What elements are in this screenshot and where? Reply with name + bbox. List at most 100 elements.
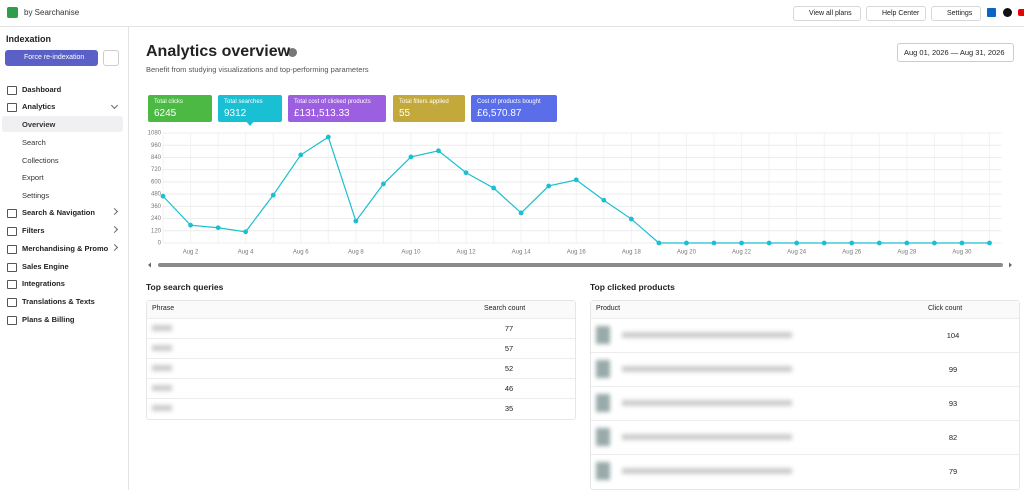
x-tick-label: Aug 14	[512, 250, 532, 256]
header-button[interactable]	[931, 6, 981, 21]
y-tick-label: 600	[151, 179, 162, 185]
count-cell: 77	[504, 324, 514, 333]
count-cell: 46	[504, 384, 514, 393]
nav-subitem[interactable]: Collections	[22, 155, 59, 165]
data-point	[160, 193, 166, 199]
count-cell: 104	[946, 331, 960, 340]
column-header: Search count	[484, 305, 526, 312]
metric-card[interactable]	[288, 95, 386, 122]
blurred-name	[622, 400, 792, 406]
metric-card[interactable]	[471, 95, 557, 122]
nav-chevron	[110, 225, 119, 234]
x-tick-label: Aug 30	[952, 250, 972, 256]
nav-subitem[interactable]: Search	[22, 137, 46, 147]
nav-item[interactable]: Integrations	[22, 279, 65, 288]
y-tick-label: 120	[151, 228, 162, 234]
metric-value: 9312	[224, 108, 247, 119]
nav-item[interactable]: Sales Engine	[22, 262, 69, 271]
data-point	[794, 240, 800, 246]
data-point	[546, 183, 552, 189]
data-point	[904, 240, 910, 246]
nav-icon	[7, 86, 17, 95]
nav-chevron	[110, 101, 119, 110]
column-header: Product	[596, 305, 621, 312]
row-divider	[591, 420, 1019, 421]
scrollbar-thumb	[158, 263, 1003, 267]
nav-item[interactable]: Filters	[22, 226, 45, 235]
data-point	[876, 240, 882, 246]
header-button-label: Settings	[947, 10, 973, 17]
data-point	[381, 181, 386, 187]
reindex-label: Force re-indexation	[24, 54, 85, 61]
date-range-button[interactable]	[897, 43, 1014, 62]
x-tick-label: Aug 22	[732, 250, 752, 256]
header-button-label: Help Center	[882, 10, 920, 17]
table-title: Top clicked products	[590, 282, 675, 292]
metric-card[interactable]	[148, 95, 212, 122]
table	[590, 300, 1020, 490]
nav-subitem[interactable]: Settings	[22, 191, 50, 201]
nav-item[interactable]: Analytics	[22, 102, 56, 111]
metric-value: 6245	[154, 108, 177, 119]
data-point	[684, 240, 689, 246]
x-tick-label: Aug 12	[457, 250, 477, 256]
nav-icon	[7, 263, 17, 272]
data-point	[518, 210, 524, 216]
youtube-icon[interactable]	[1018, 9, 1024, 16]
table	[146, 300, 576, 420]
data-point	[739, 240, 744, 246]
column-header: Phrase	[152, 305, 175, 312]
x-tick-label: Aug 24	[787, 250, 807, 256]
nav-subitem[interactable]: Overview	[22, 120, 56, 129]
nav-item[interactable]: Plans & Billing	[22, 315, 75, 324]
data-point	[243, 229, 249, 235]
table-header-bg	[591, 301, 1019, 318]
metric-label: Total filters applied	[399, 99, 449, 105]
brand: by Searchanise	[24, 8, 80, 17]
row-divider	[147, 318, 575, 319]
row-divider	[591, 454, 1019, 455]
metric-value: £131,513.33	[294, 108, 350, 119]
data-point	[987, 240, 992, 246]
data-point	[849, 240, 855, 246]
nav-item[interactable]: Translations & Texts	[22, 297, 95, 306]
blurred-name	[152, 345, 172, 351]
data-point	[573, 177, 579, 183]
count-cell: 35	[504, 404, 514, 413]
row-divider	[147, 378, 575, 379]
y-tick-label: 480	[151, 192, 162, 198]
row-divider	[591, 318, 1019, 319]
data-point	[959, 240, 965, 246]
header-button[interactable]	[793, 6, 861, 21]
metric-card[interactable]	[393, 95, 465, 122]
row-divider	[591, 386, 1019, 387]
data-point	[491, 185, 496, 191]
header-button[interactable]	[866, 6, 926, 21]
data-point	[463, 170, 469, 176]
metric-label: Cost of products bought	[477, 99, 541, 105]
nav-item[interactable]: Merchandising & Promo	[22, 244, 109, 253]
calendar-button[interactable]	[103, 50, 119, 66]
linkedin-icon[interactable]	[987, 8, 996, 17]
count-cell: 93	[948, 399, 958, 408]
blurred-name	[622, 366, 792, 372]
blurred-name	[152, 325, 172, 331]
table-title: Top search queries	[146, 282, 224, 292]
reindex-button[interactable]	[5, 50, 98, 66]
data-point	[766, 240, 772, 246]
count-cell: 79	[948, 467, 958, 476]
data-point	[821, 240, 827, 246]
nav-icon	[7, 227, 17, 236]
blurred-name	[622, 468, 792, 474]
nav-item[interactable]: Dashboard	[22, 85, 62, 94]
nav-subitem[interactable]: Export	[22, 173, 44, 183]
metric-card[interactable]	[218, 95, 282, 122]
product-thumb-blurred	[596, 326, 610, 344]
y-tick-label: 960	[151, 143, 162, 149]
data-point	[408, 154, 414, 160]
nav-item[interactable]: Search & Navigation	[22, 208, 95, 217]
count-cell: 82	[948, 433, 958, 442]
x-icon[interactable]	[1003, 8, 1012, 17]
column-header: Click count	[928, 305, 963, 312]
